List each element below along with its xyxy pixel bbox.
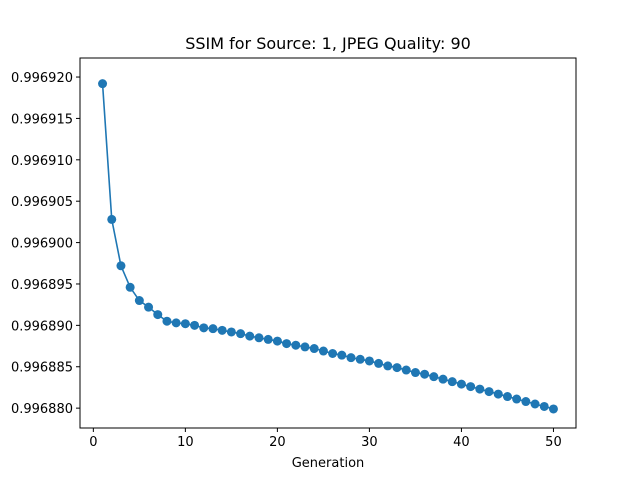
data-point bbox=[254, 333, 264, 343]
y-tick-label: 0.996915 bbox=[11, 112, 73, 127]
data-point bbox=[429, 372, 439, 382]
data-point bbox=[475, 384, 485, 394]
series-line bbox=[101, 83, 554, 410]
data-point bbox=[410, 368, 420, 378]
y-tick-label: 0.996910 bbox=[11, 154, 73, 169]
chart-title: SSIM for Source: 1, JPEG Quality: 90 bbox=[185, 34, 471, 53]
data-point bbox=[456, 379, 466, 389]
data-point bbox=[199, 323, 209, 333]
data-point bbox=[162, 316, 172, 326]
data-point bbox=[98, 79, 108, 89]
data-point bbox=[374, 358, 384, 368]
data-point bbox=[530, 399, 540, 409]
data-point bbox=[134, 296, 144, 306]
x-axis: 0 10 20 30 40 50 bbox=[89, 428, 562, 450]
x-tick-label: 0 bbox=[89, 435, 97, 450]
data-point bbox=[208, 324, 218, 334]
plot-frame bbox=[79, 57, 577, 429]
data-point bbox=[171, 318, 181, 328]
data-point bbox=[263, 334, 273, 344]
data-point bbox=[318, 346, 328, 356]
x-tick-label: 10 bbox=[177, 435, 194, 450]
x-tick-label: 50 bbox=[545, 435, 562, 450]
data-point bbox=[447, 377, 457, 387]
data-point bbox=[493, 389, 503, 399]
y-tick-label: 0.996920 bbox=[11, 71, 73, 86]
data-point bbox=[153, 310, 163, 320]
x-axis-label: Generation bbox=[292, 456, 365, 471]
data-point bbox=[383, 361, 393, 371]
data-point bbox=[300, 342, 310, 352]
data-point bbox=[484, 387, 494, 397]
data-point bbox=[272, 336, 282, 346]
data-point bbox=[346, 353, 356, 363]
y-tick-label: 0.996895 bbox=[11, 278, 73, 293]
x-tick-label: 40 bbox=[453, 435, 470, 450]
data-point bbox=[328, 349, 338, 359]
data-point bbox=[364, 356, 374, 366]
data-point bbox=[466, 382, 476, 392]
y-tick-label: 0.996900 bbox=[11, 237, 73, 252]
y-tick-label: 0.996890 bbox=[11, 319, 73, 334]
data-point bbox=[512, 394, 522, 404]
y-tick-label: 0.996885 bbox=[11, 361, 73, 376]
data-point bbox=[282, 339, 292, 349]
data-point bbox=[107, 214, 117, 224]
y-axis: 0.996880 0.996885 0.996890 0.996895 0.996900… bbox=[11, 71, 80, 417]
data-point bbox=[548, 404, 558, 414]
data-point bbox=[236, 329, 246, 339]
x-tick-label: 20 bbox=[269, 435, 286, 450]
data-point bbox=[438, 374, 448, 384]
data-point bbox=[125, 282, 135, 292]
data-point bbox=[144, 302, 154, 312]
y-tick-label: 0.996880 bbox=[11, 402, 73, 417]
data-point bbox=[180, 319, 190, 329]
data-point bbox=[420, 369, 430, 379]
data-point bbox=[392, 363, 402, 373]
data-point bbox=[116, 261, 126, 271]
data-point bbox=[309, 344, 319, 354]
data-point bbox=[337, 350, 347, 360]
x-tick-label: 30 bbox=[361, 435, 378, 450]
data-point bbox=[521, 397, 531, 407]
data-point bbox=[226, 327, 236, 337]
data-point bbox=[217, 325, 227, 335]
data-point bbox=[502, 392, 512, 402]
data-point bbox=[245, 331, 255, 341]
data-point bbox=[401, 365, 411, 375]
y-tick-label: 0.996905 bbox=[11, 195, 73, 210]
data-point bbox=[355, 354, 365, 364]
plot-series bbox=[98, 79, 558, 414]
data-point bbox=[291, 340, 301, 350]
data-point bbox=[190, 320, 200, 330]
data-point bbox=[539, 401, 549, 411]
